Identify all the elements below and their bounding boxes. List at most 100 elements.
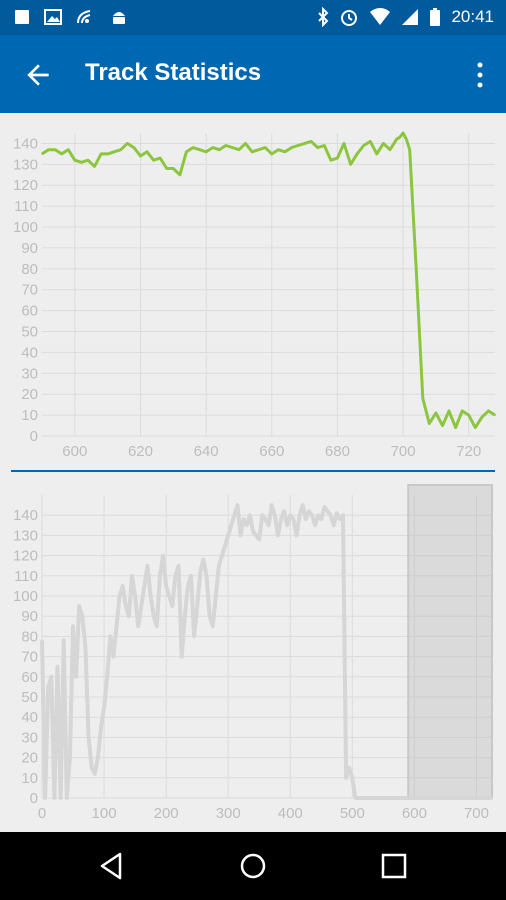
data-point — [87, 159, 89, 161]
data-point — [47, 686, 50, 688]
data-point — [41, 639, 43, 642]
y-tick-label: 20 — [21, 750, 38, 767]
data-point — [448, 410, 450, 412]
data-point — [394, 797, 397, 799]
data-point — [494, 414, 496, 416]
home-nav-icon[interactable] — [237, 850, 269, 882]
data-point — [140, 605, 143, 607]
data-point — [481, 797, 484, 799]
overflow-menu-icon[interactable] — [474, 59, 486, 91]
data-point — [41, 153, 43, 155]
data-point — [80, 161, 83, 164]
data-point — [239, 534, 242, 537]
bluetooth-icon — [318, 7, 329, 27]
data-point — [369, 140, 372, 143]
data-point — [297, 144, 299, 147]
data-point — [323, 144, 326, 147]
y-tick-label: 10 — [21, 407, 38, 424]
x-tick-label: 680 — [325, 443, 350, 460]
data-point — [339, 518, 341, 521]
data-point — [354, 797, 357, 799]
y-tick-label: 80 — [21, 628, 38, 645]
data-point — [192, 146, 194, 149]
data-point — [438, 797, 441, 799]
data-point — [97, 756, 99, 759]
data-point — [404, 797, 406, 799]
data-point — [139, 155, 142, 157]
data-point — [389, 148, 391, 151]
data-point — [152, 615, 155, 617]
data-point — [460, 797, 462, 799]
data-point — [466, 797, 468, 799]
data-point — [221, 554, 223, 557]
data-point — [376, 797, 378, 799]
back-arrow-icon[interactable] — [22, 59, 54, 91]
y-tick-label: 0 — [30, 428, 38, 445]
data-point — [320, 518, 323, 521]
data-point — [183, 615, 186, 617]
status-bar: 20:41 — [0, 0, 506, 35]
data-point — [109, 635, 112, 638]
data-point — [467, 414, 470, 416]
chart-divider — [11, 470, 495, 472]
data-point — [177, 564, 180, 567]
data-point — [413, 797, 416, 799]
data-point — [67, 148, 70, 151]
data-point — [422, 797, 425, 799]
data-point — [379, 797, 382, 799]
viewport-highlight[interactable] — [407, 484, 494, 799]
data-point — [238, 148, 240, 151]
y-tick-label: 130 — [13, 527, 38, 544]
data-point — [78, 605, 81, 607]
data-point — [349, 163, 352, 166]
data-point — [106, 153, 109, 155]
data-point — [230, 524, 233, 527]
data-point — [484, 797, 487, 799]
data-point — [165, 585, 167, 587]
data-point — [277, 148, 280, 151]
back-nav-icon[interactable] — [96, 850, 128, 882]
data-point — [233, 514, 236, 516]
status-bar-right-icons: 20:41 — [317, 7, 494, 27]
speed-chart-overview[interactable]: 0 10 20 30 40 50 60 70 80 90 100 110 120 130 140 0 100 20… — [0, 473, 506, 833]
data-point — [348, 766, 351, 769]
data-point — [146, 564, 149, 567]
data-point — [273, 514, 276, 516]
data-point — [251, 151, 253, 153]
data-point — [345, 777, 347, 779]
data-point — [310, 140, 312, 143]
x-tick-label: 600 — [62, 443, 87, 460]
data-point — [199, 570, 202, 573]
data-point — [50, 676, 53, 678]
data-point — [284, 151, 286, 153]
status-bar-left-icons — [14, 8, 128, 26]
data-point — [481, 416, 483, 418]
data-point — [270, 153, 273, 155]
data-point — [316, 146, 319, 149]
y-tick-label: 30 — [21, 729, 38, 746]
data-point — [435, 797, 437, 799]
data-point — [329, 514, 332, 516]
y-tick-label: 0 — [30, 790, 38, 807]
y-tick-label: 70 — [21, 649, 38, 666]
data-point — [185, 151, 188, 153]
page-title: Track Statistics — [85, 59, 262, 86]
y-tick-label: 30 — [21, 365, 38, 382]
android-icon — [113, 12, 125, 24]
data-point — [362, 144, 365, 147]
data-point — [159, 157, 161, 159]
data-point — [385, 797, 388, 799]
data-point — [236, 504, 239, 506]
data-point — [317, 514, 320, 516]
data-point — [488, 797, 490, 799]
x-tick-label: 200 — [154, 805, 179, 822]
data-point — [342, 514, 344, 516]
data-point — [461, 410, 463, 412]
y-tick-label: 110 — [14, 198, 38, 215]
speed-chart-detail[interactable]: 0 10 20 30 40 50 60 70 80 90 100 110 120 130 140 600 620… — [0, 113, 506, 463]
data-point — [156, 625, 158, 628]
data-point — [280, 518, 282, 521]
y-tick-label: 70 — [21, 282, 38, 299]
recents-nav-icon[interactable] — [378, 850, 410, 882]
data-point — [356, 153, 358, 155]
